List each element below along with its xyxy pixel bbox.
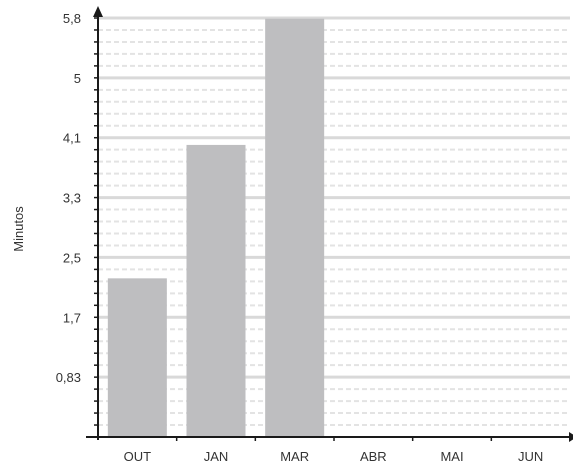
y-axis-title: Minutos: [11, 206, 26, 252]
x-tick-label: MAI: [440, 449, 463, 461]
y-tick-label: 2,5: [63, 250, 81, 265]
grid-lines: [98, 16, 570, 427]
y-tick-label: 0,83: [56, 370, 81, 385]
x-tick-label: JUN: [518, 449, 543, 461]
x-tick-label: MAR: [280, 449, 309, 461]
x-tick-label: JAN: [204, 449, 229, 461]
y-axis-arrow: [93, 6, 103, 17]
x-tick-label: ABR: [360, 449, 387, 461]
bar-out: [107, 278, 167, 437]
bars: [107, 18, 325, 438]
y-tick-label: 5: [74, 71, 81, 86]
bar-jan: [186, 144, 246, 437]
y-tick-label: 5,8: [63, 11, 81, 26]
x-tick-label: OUT: [124, 449, 152, 461]
y-tick-labels: 0,83 1,7 2,5 3,3 4,1 5 5,8: [56, 11, 81, 385]
x-tick-labels: OUT JAN MAR ABR MAI JUN: [124, 449, 544, 461]
y-tick-label: 4,1: [63, 131, 81, 146]
bar-mar: [265, 18, 325, 438]
axes: [86, 6, 573, 442]
y-tick-label: 3,3: [63, 191, 81, 206]
y-tick-label: 1,7: [63, 310, 81, 325]
